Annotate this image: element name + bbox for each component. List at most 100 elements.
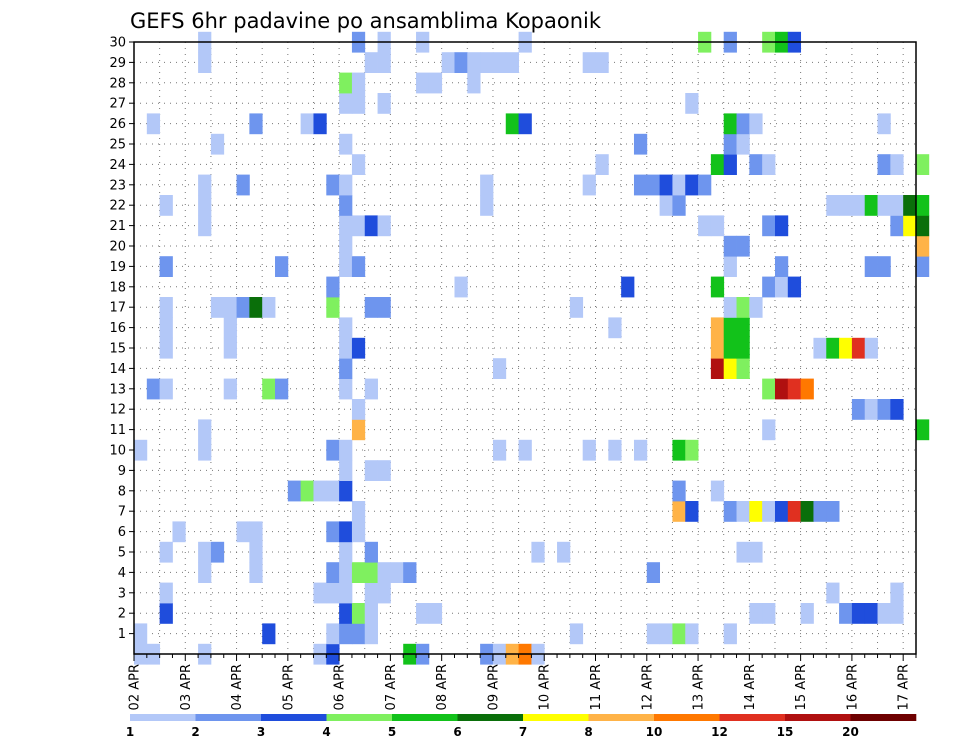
y-tick-label: 16 <box>109 321 126 336</box>
heatmap-cell <box>608 317 622 339</box>
heatmap-cell <box>749 297 763 318</box>
heatmap-cell <box>210 133 225 155</box>
x-tick-label: 15 APR <box>794 664 809 710</box>
heatmap-cell <box>685 93 699 114</box>
heatmap-cell <box>377 93 391 114</box>
heatmap-cell <box>351 72 366 94</box>
heatmap-cell <box>416 72 430 94</box>
heatmap-cell <box>851 195 866 216</box>
heatmap-cell <box>275 378 289 400</box>
legend-swatch <box>130 714 196 721</box>
heatmap-cell <box>454 276 468 298</box>
y-tick-label: 12 <box>109 403 126 418</box>
y-tick-label: 23 <box>109 178 126 193</box>
heatmap-cell <box>198 52 212 73</box>
legend-label: 1 <box>126 725 134 739</box>
x-tick-label: 06 APR <box>333 664 348 710</box>
heatmap-cell <box>198 541 212 563</box>
heatmap-cell <box>710 154 725 175</box>
heatmap-cell <box>595 52 609 73</box>
heatmap-cell <box>774 276 789 298</box>
heatmap-cell <box>672 501 686 522</box>
heatmap-cell <box>723 235 737 257</box>
y-tick-label: 30 <box>109 36 126 51</box>
heatmap-cell <box>723 113 737 135</box>
heatmap-cell <box>864 603 878 624</box>
heatmap-cell <box>685 623 699 645</box>
heatmap-cell <box>774 378 789 400</box>
heatmap-cell <box>287 480 302 502</box>
heatmap-cell <box>736 501 750 522</box>
x-tick-label: 07 APR <box>384 664 399 710</box>
heatmap-cell <box>351 93 366 114</box>
heatmap-cell <box>198 174 212 196</box>
heatmap-cell <box>736 133 750 155</box>
heatmap-cell <box>403 562 417 583</box>
legend-swatch <box>850 714 917 721</box>
heatmap-cell <box>364 215 378 237</box>
heatmap-cell <box>223 317 237 339</box>
legend-swatch <box>523 714 589 721</box>
heatmap-cell <box>749 154 763 175</box>
x-tick-label: 11 APR <box>589 664 604 710</box>
heatmap-cell <box>351 562 366 583</box>
heatmap-cell <box>326 521 340 543</box>
heatmap-cell <box>723 256 737 277</box>
heatmap-cell <box>736 317 750 339</box>
heatmap-cell <box>351 419 366 441</box>
y-tick-label: 2 <box>118 607 126 622</box>
heatmap-cell <box>646 623 661 645</box>
heatmap-cell <box>916 235 930 257</box>
heatmap-cell <box>275 256 289 277</box>
heatmap-cell <box>339 480 353 502</box>
color-legend: 1 2 3 4 5 6 7 8 10 12 15 20 <box>126 714 917 739</box>
heatmap-cell <box>505 52 519 73</box>
heatmap-cell <box>326 623 340 645</box>
heatmap-cell <box>723 337 737 359</box>
x-tick-label: 08 APR <box>435 664 450 710</box>
heatmap-cell <box>351 256 366 277</box>
heatmap-cell <box>210 297 225 318</box>
heatmap-cell <box>467 72 481 94</box>
heatmap-cell <box>851 399 866 420</box>
heatmap-cell <box>877 154 891 175</box>
y-tick-label: 17 <box>109 301 126 316</box>
heatmap-cell <box>710 317 725 339</box>
heatmap-cell <box>326 582 340 604</box>
heatmap-cell <box>223 337 237 359</box>
y-tick-label: 4 <box>118 566 126 581</box>
heatmap-cell <box>749 603 763 624</box>
heatmap-cell <box>339 358 353 379</box>
heatmap-cell <box>198 195 212 216</box>
heatmap-cell <box>390 562 404 583</box>
x-tick-label: 14 APR <box>743 664 758 710</box>
heatmap-cell <box>916 195 930 216</box>
heatmap-cell <box>877 256 891 277</box>
heatmap-cell <box>762 276 776 298</box>
heatmap-cell <box>249 113 263 135</box>
heatmap-cell <box>262 297 276 318</box>
heatmap-cell <box>659 195 673 216</box>
heatmap-cell <box>428 603 443 624</box>
heatmap-cell <box>864 399 878 420</box>
heatmap-cell <box>787 378 802 400</box>
heatmap-cell <box>326 480 340 502</box>
heatmap-cell <box>262 623 276 645</box>
heatmap-cell <box>339 317 353 339</box>
heatmap-cell <box>339 378 353 400</box>
heatmap-cell <box>903 215 917 237</box>
heatmap-cell <box>326 439 340 461</box>
heatmap-cell <box>800 603 814 624</box>
heatmap-cell <box>236 521 250 543</box>
heatmap-cell <box>364 603 378 624</box>
heatmap-cell <box>159 378 173 400</box>
heatmap-cell <box>890 582 904 604</box>
legend-label: 5 <box>388 725 396 739</box>
y-tick-label: 27 <box>109 97 126 112</box>
y-tick-label: 6 <box>118 525 126 540</box>
heatmap-cell <box>492 52 507 73</box>
heatmap-cell <box>826 337 840 359</box>
heatmap-cell <box>569 623 584 645</box>
heatmap-cell <box>339 235 353 257</box>
